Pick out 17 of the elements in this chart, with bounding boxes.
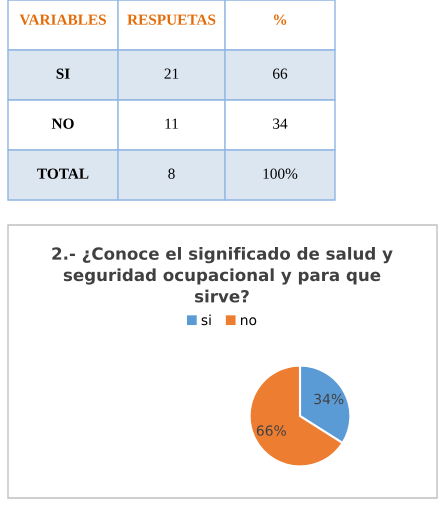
chart-title: 2.- ¿Conoce el significado de salud y seguridad ocupacional y para que sirve? — [52, 247, 393, 303]
legend-label: si — [202, 314, 211, 326]
text: 8 — [168, 168, 175, 179]
category-label: RESPUETAS — [127, 14, 216, 25]
text: 66 — [273, 68, 288, 79]
text: 100% — [264, 168, 298, 179]
text: 34 — [273, 118, 288, 129]
text: 21 — [164, 68, 178, 79]
data-label: 66% — [256, 425, 286, 436]
category-label: % — [274, 14, 286, 25]
legend-label: no — [240, 317, 256, 326]
category-label: TOTAL — [37, 168, 88, 179]
category-label: VARIABLES — [20, 14, 106, 25]
data-label: 34% — [314, 394, 344, 404]
text: 11 — [165, 118, 178, 129]
category-label: NO — [52, 118, 74, 129]
category-label: SI — [56, 68, 70, 79]
